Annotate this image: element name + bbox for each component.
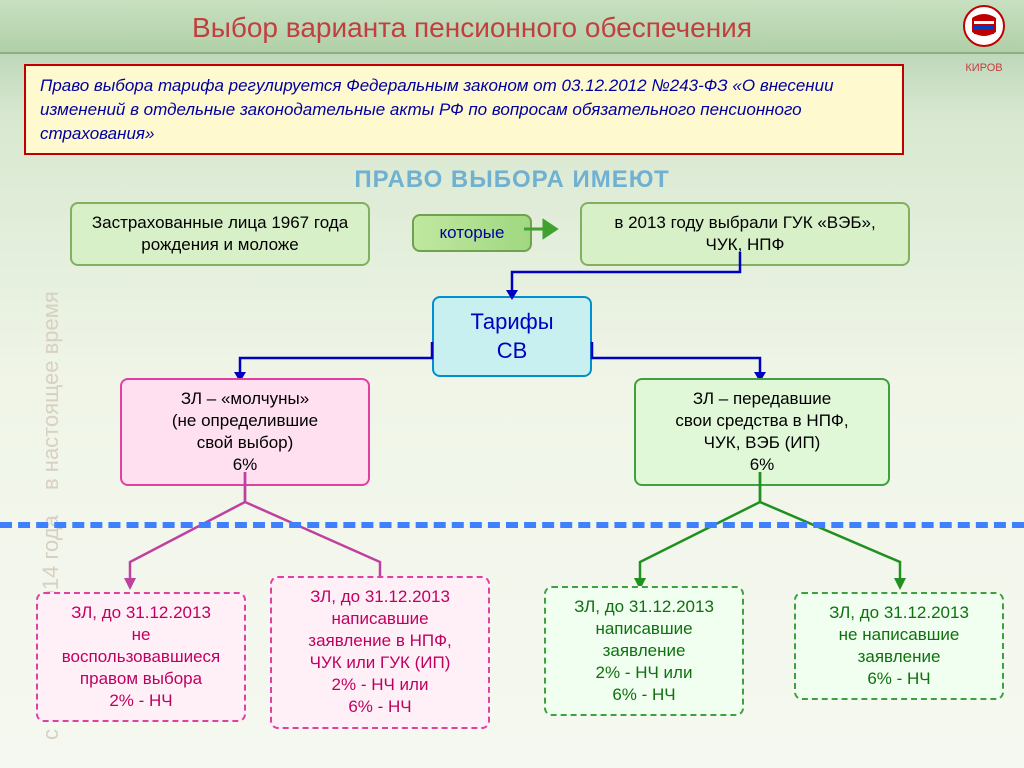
t: ЗЛ, до 31.12.2013: [286, 586, 474, 608]
chose-box: в 2013 году выбрали ГУК «ВЭБ», ЧУК, НПФ: [580, 202, 910, 266]
t: 6% - НЧ: [560, 684, 728, 706]
connector-box: которые: [412, 214, 532, 252]
page-title: Выбор варианта пенсионного обеспечения: [0, 12, 944, 44]
section-title: ПРАВО ВЫБОРА ИМЕЮТ: [0, 166, 1024, 194]
pfr-logo: [956, 4, 1012, 60]
t: ЗЛ, до 31.12.2013: [560, 596, 728, 618]
text: 6%: [136, 454, 354, 476]
text: (не определившие: [136, 410, 354, 432]
t: не воспользовавшиеся: [52, 624, 230, 668]
bottom-box-1: ЗЛ, до 31.12.2013 не воспользовавшиеся п…: [36, 592, 246, 722]
right-branch-box: ЗЛ – передавшие свои средства в НПФ, ЧУК…: [634, 378, 890, 486]
watermark: в настоящее время: [38, 291, 64, 490]
t: не написавшие: [810, 624, 988, 646]
law-text-box: Право выбора тарифа регулируется Федерал…: [24, 64, 904, 155]
bottom-box-4: ЗЛ, до 31.12.2013 не написавшие заявлени…: [794, 592, 1004, 700]
text: ЧУК, ВЭБ (ИП): [650, 432, 874, 454]
text: свои средства в НПФ,: [650, 410, 874, 432]
t: 6% - НЧ: [810, 668, 988, 690]
text: ЗЛ – передавшие: [650, 388, 874, 410]
t: 6% - НЧ: [286, 696, 474, 718]
t: написавшие: [286, 608, 474, 630]
bottom-box-2: ЗЛ, до 31.12.2013 написавшие заявление в…: [270, 576, 490, 729]
t: ЗЛ, до 31.12.2013: [810, 602, 988, 624]
t: 2% - НЧ или: [286, 674, 474, 696]
tariff-box: Тарифы СВ: [432, 296, 592, 377]
text: 6%: [650, 454, 874, 476]
t: 2% - НЧ или: [560, 662, 728, 684]
t: заявление: [810, 646, 988, 668]
t: ЗЛ, до 31.12.2013: [52, 602, 230, 624]
left-branch-box: ЗЛ – «молчуны» (не определившие свой выб…: [120, 378, 370, 486]
text: свой выбор): [136, 432, 354, 454]
t: заявление в НПФ,: [286, 630, 474, 652]
t: заявление: [560, 640, 728, 662]
t: написавшие: [560, 618, 728, 640]
t: 2% - НЧ: [52, 690, 230, 712]
t: правом выбора: [52, 668, 230, 690]
bottom-box-3: ЗЛ, до 31.12.2013 написавшие заявление 2…: [544, 586, 744, 716]
dash-divider: [0, 522, 1024, 528]
insured-box: Застрахованные лица 1967 года рождения и…: [70, 202, 370, 266]
logo-label: КИРОВ: [956, 62, 1012, 74]
t: ЧУК или ГУК (ИП): [286, 652, 474, 674]
text: ЗЛ – «молчуны»: [136, 388, 354, 410]
